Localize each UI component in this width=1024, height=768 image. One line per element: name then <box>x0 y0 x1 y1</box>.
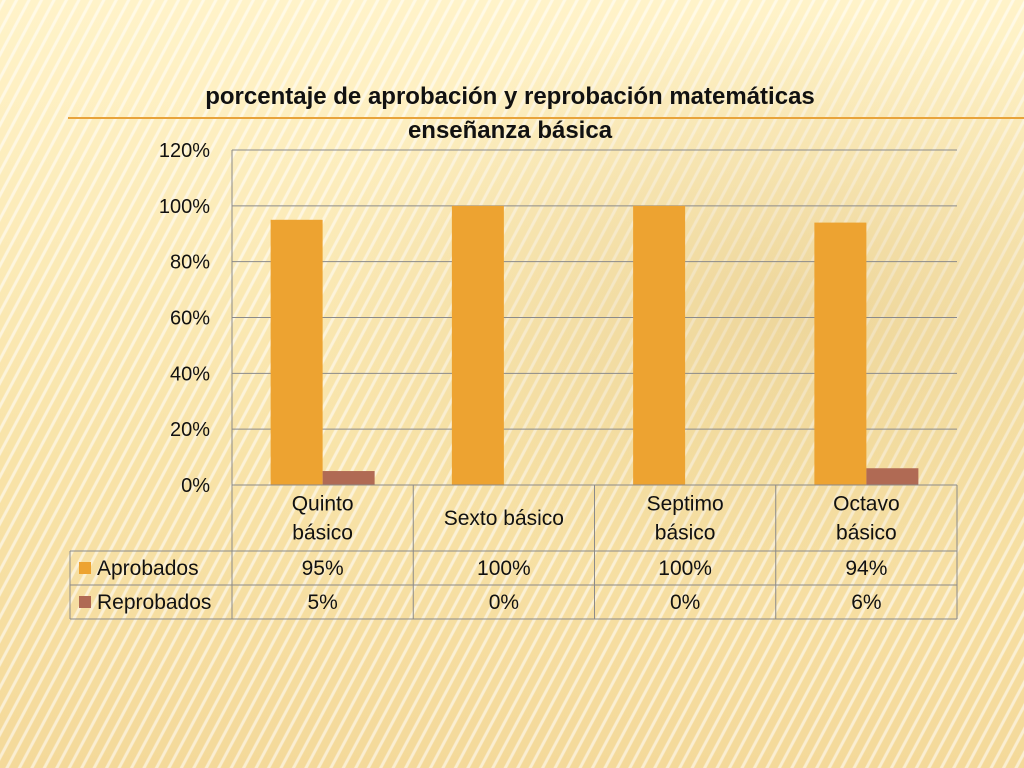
y-tick-label: 80% <box>170 252 210 274</box>
table-value: 0% <box>489 591 519 614</box>
table-value: 100% <box>477 557 531 580</box>
table-value: 0% <box>670 591 700 614</box>
category-label: Septimo <box>647 493 724 516</box>
bar-reprobados <box>866 468 919 485</box>
category-label: Octavo <box>833 493 900 516</box>
series-name: Aprobados <box>97 557 199 580</box>
bar-aprobados <box>814 222 867 486</box>
y-tick-label: 100% <box>159 196 210 218</box>
category-label: Quinto <box>292 493 354 516</box>
bar-reprobados <box>322 471 375 485</box>
chart-title-line-2: enseñanza básica <box>407 117 613 144</box>
category-label: básico <box>292 522 353 545</box>
table-value: 5% <box>307 591 337 614</box>
table-value: 95% <box>302 557 344 580</box>
accent-line <box>68 117 1024 119</box>
series-name: Reprobados <box>97 591 211 614</box>
category-label: Sexto básico <box>444 507 564 530</box>
legend-key-reprobados <box>79 596 91 608</box>
bar-aprobados <box>451 205 504 486</box>
category-label: básico <box>655 522 716 545</box>
y-tick-label: 60% <box>170 308 210 330</box>
y-tick-label: 120% <box>159 140 210 162</box>
chart-title-line-1: porcentaje de aprobación y reprobación m… <box>205 83 815 110</box>
bar-aprobados <box>270 219 323 485</box>
bar-aprobados <box>633 205 686 486</box>
y-tick-label: 20% <box>170 419 210 441</box>
table-value: 100% <box>658 557 712 580</box>
table-value: 6% <box>851 591 881 614</box>
y-tick-label: 0% <box>181 475 210 497</box>
y-tick-label: 40% <box>170 363 210 385</box>
chart-title: porcentaje de aprobación y reprobación m… <box>140 80 880 148</box>
category-label: básico <box>836 522 897 545</box>
table-value: 94% <box>845 557 887 580</box>
legend-key-aprobados <box>79 562 91 574</box>
